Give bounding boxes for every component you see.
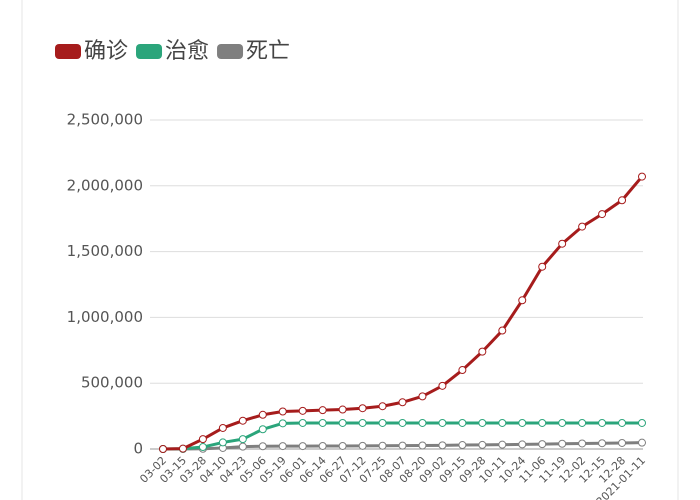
- data-point: [258, 425, 267, 434]
- legend-label: 死亡: [246, 39, 290, 64]
- data-point: [298, 442, 307, 451]
- data-point: [598, 418, 607, 427]
- y-tick-label: 1,500,000: [67, 242, 143, 260]
- data-point: [538, 440, 547, 449]
- data-point: [518, 296, 527, 305]
- data-point: [378, 402, 387, 411]
- data-point: [258, 410, 267, 419]
- data-point: [458, 366, 467, 375]
- data-point: [638, 438, 646, 447]
- data-point: [558, 439, 567, 448]
- data-point: [458, 441, 467, 450]
- data-point: [218, 423, 227, 432]
- data-point: [638, 418, 646, 427]
- data-point: [258, 442, 267, 451]
- data-point: [398, 418, 407, 427]
- data-point: [438, 381, 447, 390]
- data-point: [438, 418, 447, 427]
- data-point: [418, 441, 427, 450]
- y-tick-label: 500,000: [81, 374, 143, 392]
- data-point: [298, 406, 307, 415]
- data-point: [238, 442, 247, 451]
- data-point: [578, 418, 587, 427]
- data-point: [498, 440, 507, 449]
- data-point: [538, 418, 547, 427]
- y-tick-label: 2,000,000: [67, 176, 143, 194]
- data-point: [438, 441, 447, 450]
- data-point: [458, 418, 467, 427]
- data-point: [518, 418, 527, 427]
- data-point: [418, 418, 427, 427]
- data-point: [618, 418, 627, 427]
- data-point: [318, 406, 327, 415]
- data-point: [358, 441, 367, 450]
- data-point: [558, 239, 567, 248]
- data-point: [398, 398, 407, 407]
- data-point: [578, 439, 587, 448]
- data-point: [378, 441, 387, 450]
- data-point: [238, 416, 247, 425]
- data-point: [518, 440, 527, 449]
- data-point: [538, 262, 547, 271]
- data-point: [578, 222, 587, 231]
- data-point: [478, 347, 487, 356]
- data-point: [498, 326, 507, 335]
- data-point: [558, 418, 567, 427]
- legend-swatch: [55, 44, 81, 59]
- data-point: [598, 210, 607, 219]
- data-point: [358, 418, 367, 427]
- data-point: [218, 438, 227, 447]
- legend-swatch: [217, 44, 244, 59]
- data-point: [318, 418, 327, 427]
- data-point: [318, 441, 327, 450]
- data-point: [238, 435, 247, 444]
- y-tick-label: 1,000,000: [67, 308, 143, 326]
- data-point: [598, 439, 607, 448]
- legend-label: 治愈: [165, 39, 209, 64]
- y-tick-label: 0: [133, 440, 143, 458]
- y-tick-label: 2,500,000: [67, 111, 143, 129]
- data-point: [478, 440, 487, 449]
- data-point: [398, 441, 407, 450]
- data-point: [358, 404, 367, 413]
- data-point: [378, 418, 387, 427]
- data-point: [338, 441, 347, 450]
- data-point: [638, 172, 646, 181]
- data-point: [618, 196, 627, 205]
- data-point: [338, 405, 347, 414]
- data-point: [178, 444, 187, 453]
- data-point: [278, 442, 287, 451]
- data-point: [159, 444, 167, 453]
- legend-label: 确诊: [84, 39, 128, 64]
- data-point: [478, 418, 487, 427]
- data-point: [278, 407, 287, 416]
- data-point: [618, 438, 627, 447]
- data-point: [278, 419, 287, 428]
- data-point: [198, 435, 207, 444]
- legend-swatch: [136, 44, 163, 59]
- data-point: [418, 392, 427, 401]
- series-line: [162, 175, 644, 451]
- data-point: [298, 418, 307, 427]
- data-point: [198, 443, 207, 452]
- data-point: [338, 418, 347, 427]
- data-point: [498, 418, 507, 427]
